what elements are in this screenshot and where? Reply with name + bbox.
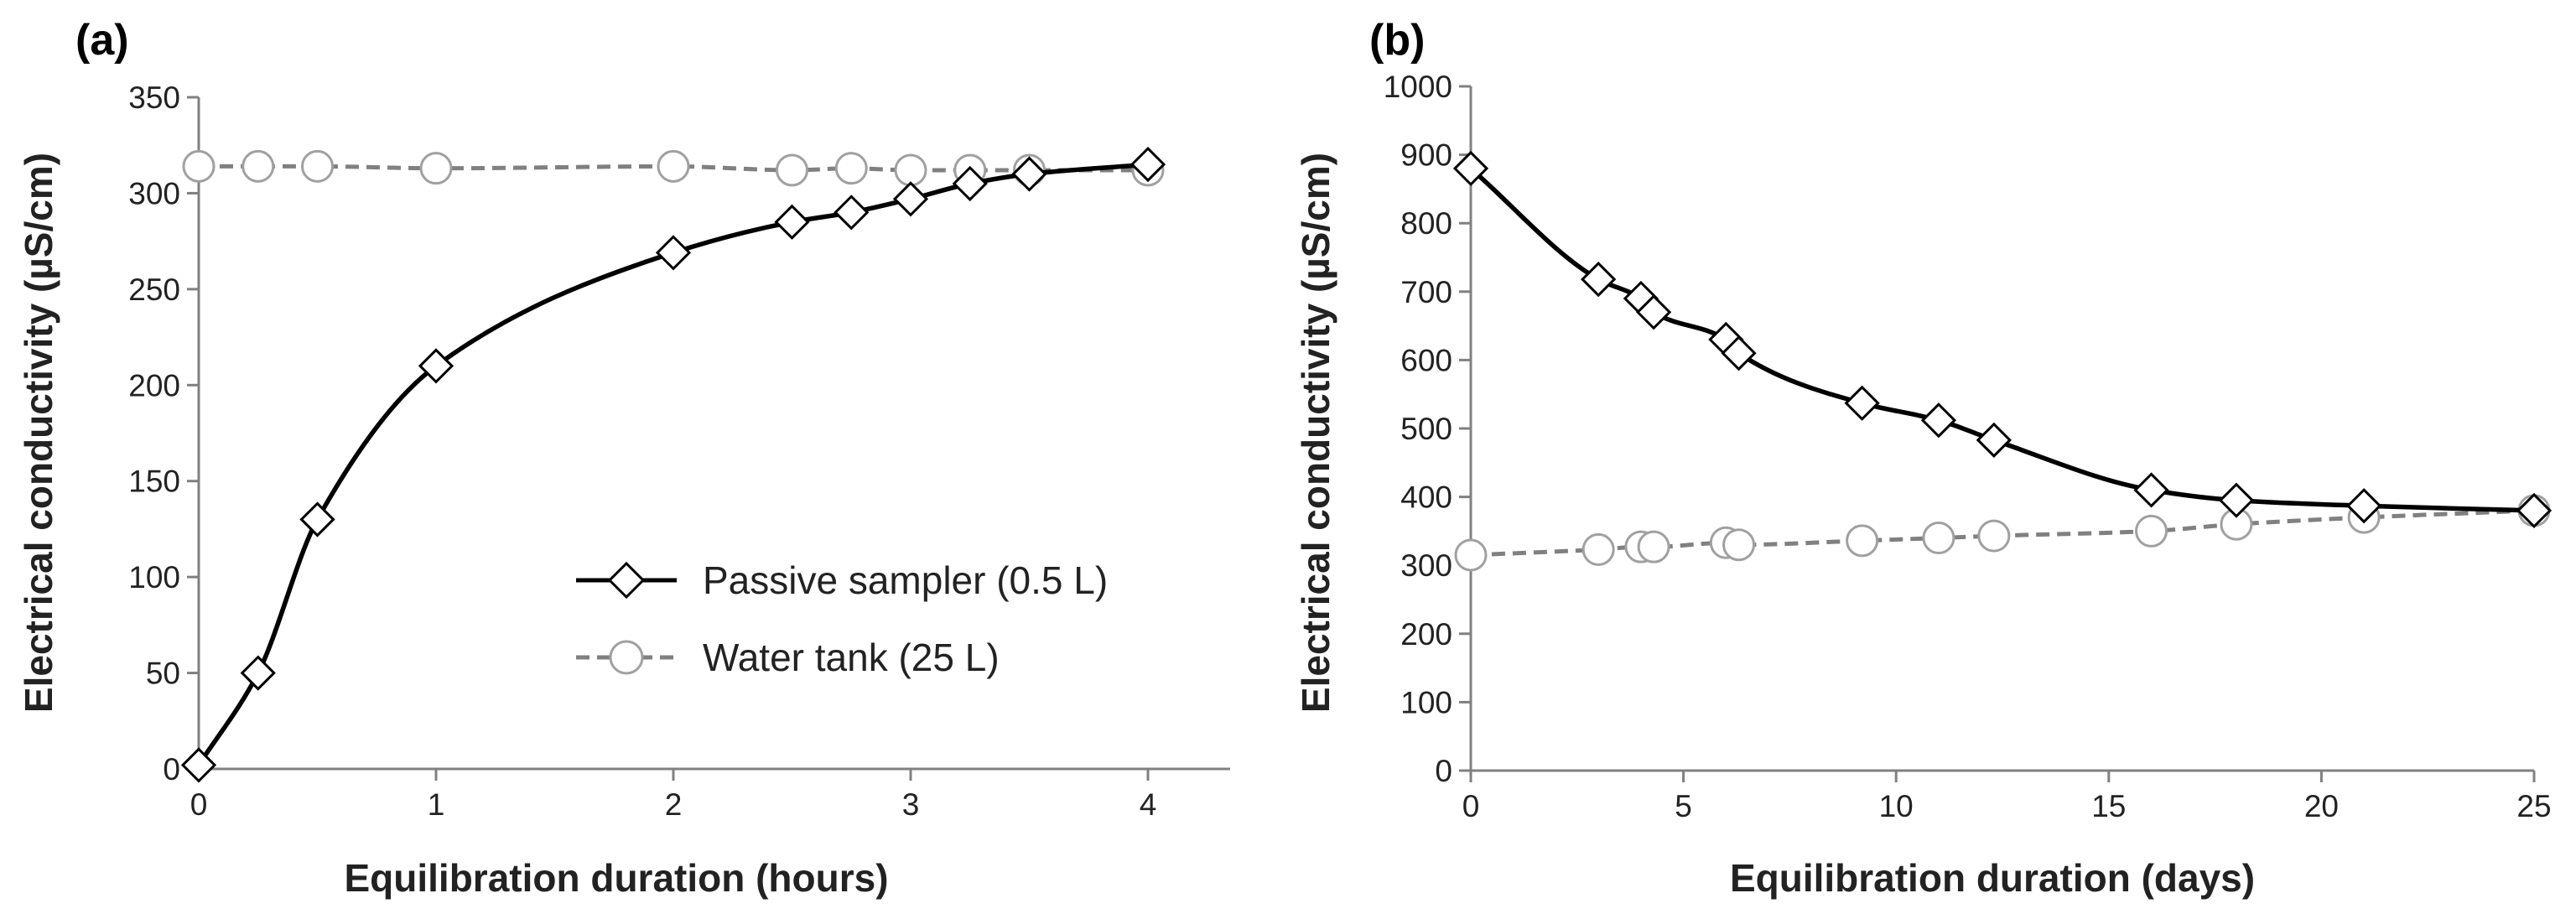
y-tick-label: 600 — [1400, 343, 1452, 377]
legend-entry-passive-sampler: Passive sampler (0.5 L) — [576, 558, 1108, 602]
data-point-diamond — [299, 501, 335, 537]
x-tick-label: 5 — [1675, 789, 1692, 823]
data-point-diamond — [834, 195, 870, 231]
y-tick-label: 300 — [1400, 548, 1452, 583]
data-point-diamond — [2218, 482, 2255, 518]
data-point-diamond — [180, 747, 217, 783]
series-line — [199, 164, 1148, 173]
y-tick-label: 200 — [1400, 617, 1452, 652]
data-point-diamond — [1581, 261, 1617, 298]
data-point-circle — [1637, 530, 1670, 563]
y-tick-label: 800 — [1400, 206, 1452, 241]
x-tick-label: 3 — [902, 787, 920, 822]
data-point-diamond — [418, 348, 454, 384]
data-point-diamond — [655, 235, 692, 271]
legend-circle-marker — [609, 640, 644, 675]
data-point-diamond — [1976, 422, 2012, 458]
panel-b-x-ticks: 0 5 10 15 20 25 — [1462, 771, 2552, 823]
x-tick-label: 2 — [665, 787, 683, 822]
y-tick-label: 0 — [1435, 754, 1452, 788]
data-point-diamond — [1452, 150, 1489, 187]
data-point-diamond — [2345, 488, 2382, 524]
panel-b-y-ticks: 0 100 200 300 400 500 600 700 800 900 1000 — [1384, 70, 1471, 788]
data-point-diamond — [1721, 335, 1757, 371]
data-point-circle — [1722, 528, 1756, 562]
data-point-diamond — [774, 204, 810, 240]
data-point-diamond — [2133, 472, 2169, 508]
panel-a-chart: (a) 0 50 100 150 200 250 300 350 0 1 2 3 4 Equilibr… — [17, 16, 1230, 900]
legend-label-passive-sampler: Passive sampler (0.5 L) — [703, 558, 1108, 602]
panel-a-x-ticks: 0 1 2 3 4 — [190, 769, 1157, 822]
y-tick-label: 900 — [1400, 138, 1452, 173]
data-point-circle — [182, 149, 216, 183]
panel-a-label: (a) — [75, 16, 129, 65]
panel-b-axes — [1469, 86, 2534, 772]
data-point-circle — [1581, 532, 1615, 566]
data-point-diamond — [1920, 402, 1957, 439]
y-tick-label: 1000 — [1384, 70, 1452, 104]
data-point-diamond — [1844, 385, 1880, 421]
series-line — [1469, 166, 2535, 513]
y-tick-label: 500 — [1400, 412, 1452, 446]
data-point-diamond — [1011, 156, 1047, 192]
y-tick-label: 400 — [1400, 480, 1452, 515]
y-tick-label: 50 — [146, 657, 180, 691]
data-point-diamond — [240, 655, 276, 691]
panel-b-series-passive-sampler — [1452, 150, 2553, 529]
y-tick-label: 300 — [128, 176, 180, 210]
y-tick-label: 350 — [128, 80, 180, 115]
x-tick-label: 20 — [2304, 789, 2339, 823]
x-tick-label: 10 — [1879, 789, 1914, 823]
data-point-diamond — [892, 181, 929, 217]
x-tick-label: 15 — [2091, 789, 2126, 823]
x-tick-label: 0 — [190, 787, 208, 822]
data-point-diamond — [952, 165, 988, 202]
y-tick-label: 150 — [128, 465, 180, 499]
x-tick-label: 1 — [428, 787, 445, 822]
data-point-diamond — [1635, 294, 1672, 330]
panel-b-chart: (b) 0 100 200 300 400 500 600 700 800 900 1000 0 5 1… — [1294, 16, 2553, 900]
legend-entry-water-tank: Water tank (25 L) — [576, 636, 1000, 679]
legend-diamond-marker — [607, 561, 646, 600]
y-tick-label: 100 — [1400, 685, 1452, 719]
panel-b-label: (b) — [1369, 16, 1425, 65]
panel-b-y-axis-title: Electrical conductivity (µS/cm) — [1294, 153, 1337, 713]
data-point-diamond — [1130, 146, 1166, 183]
panel-b-x-axis-title: Equilibration duration (days) — [1730, 856, 2255, 900]
data-point-circle — [301, 149, 334, 183]
data-point-circle — [1977, 519, 2011, 553]
data-point-circle — [1454, 538, 1488, 572]
data-point-circle — [657, 149, 690, 183]
y-tick-label: 250 — [128, 273, 180, 307]
data-point-diamond — [2516, 492, 2553, 529]
x-tick-label: 0 — [1462, 789, 1480, 823]
data-point-circle — [1922, 522, 1955, 555]
y-tick-label: 100 — [128, 560, 180, 594]
data-point-circle — [2135, 514, 2168, 548]
data-point-circle — [834, 152, 868, 185]
y-tick-label: 200 — [128, 368, 180, 402]
data-point-circle — [1846, 524, 1879, 558]
panel-a-series-passive-sampler — [180, 146, 1166, 783]
panel-a-axes — [197, 97, 1230, 771]
panel-a-x-axis-title: Equilibration duration (hours) — [344, 856, 888, 900]
data-point-circle — [894, 153, 927, 187]
legend-label-water-tank: Water tank (25 L) — [703, 636, 1000, 679]
panel-a-y-axis-title: Electrical conductivity (µS/cm) — [17, 153, 60, 713]
panel-a-series-water-tank — [182, 149, 1165, 187]
data-point-circle — [419, 152, 453, 185]
panel-a-y-ticks: 0 50 100 150 200 250 300 350 — [128, 80, 199, 787]
x-tick-label: 4 — [1140, 787, 1157, 822]
x-tick-label: 25 — [2516, 789, 2551, 823]
data-point-circle — [242, 149, 275, 183]
y-tick-label: 700 — [1400, 275, 1452, 309]
legend: Passive sampler (0.5 L) Water tank (25 L… — [576, 558, 1108, 679]
data-point-circle — [776, 153, 808, 187]
y-tick-label: 0 — [163, 752, 180, 787]
